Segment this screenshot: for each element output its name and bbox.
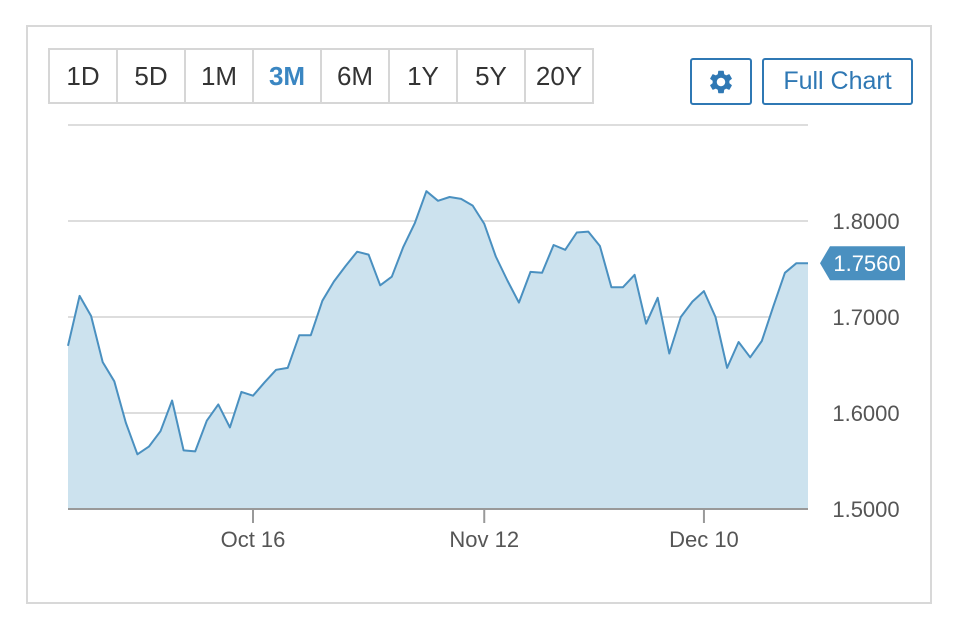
range-tabs: 1D 5D 1M 3M 6M 1Y 5Y 20Y [48, 48, 594, 104]
full-chart-button[interactable]: Full Chart [762, 58, 913, 105]
tab-6m[interactable]: 6M [322, 50, 390, 102]
tab-1y[interactable]: 1Y [390, 50, 458, 102]
y-tick-label: 1.5000 [832, 497, 899, 522]
y-tick-label: 1.7000 [832, 305, 899, 330]
tab-3m[interactable]: 3M [254, 50, 322, 102]
x-tick-label: Oct 16 [221, 527, 286, 552]
gear-icon [710, 70, 732, 93]
area-layer [67, 190, 808, 509]
tab-1m[interactable]: 1M [186, 50, 254, 102]
x-tick-label: Nov 12 [449, 527, 519, 552]
last-price-label: 1.7560 [833, 251, 900, 276]
y-tick-label: 1.8000 [832, 209, 899, 234]
tab-5y[interactable]: 5Y [458, 50, 526, 102]
tick-labels: 1.8000 1.7000 1.6000 1.5000 Oct 16 Nov 12 Dec … [221, 209, 905, 552]
tab-1d[interactable]: 1D [50, 50, 118, 102]
x-tick-label: Dec 10 [669, 527, 739, 552]
last-price-tag-bg [820, 246, 905, 281]
axis-layer [68, 508, 808, 523]
y-tick-label: 1.6000 [832, 401, 899, 426]
series-line [67, 190, 808, 456]
tab-5d[interactable]: 5D [118, 50, 186, 102]
settings-button[interactable] [690, 58, 752, 105]
series-area [68, 191, 808, 509]
last-price-tag: 1.7560 [820, 246, 905, 281]
tab-20y[interactable]: 20Y [526, 50, 594, 102]
